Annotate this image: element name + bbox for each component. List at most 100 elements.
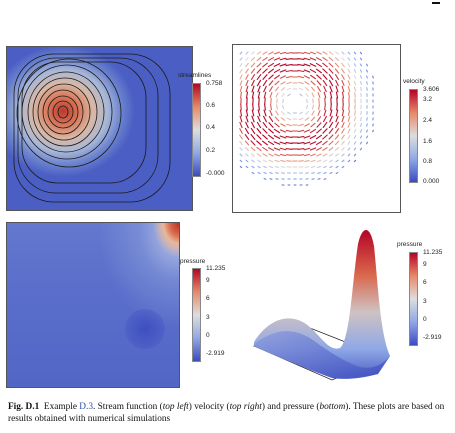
velocity-arrow — [297, 57, 305, 61]
velocity-arrows — [239, 51, 374, 186]
velocity-arrow — [335, 159, 339, 163]
velocity-arrow — [279, 129, 287, 133]
figure-caption: Fig. D.1 Example D.3. Stream function (t… — [8, 401, 448, 425]
figure-label: Fig. D.1 — [8, 402, 40, 412]
velocity-arrow — [359, 63, 363, 67]
velocity-arrow — [304, 86, 310, 92]
velocity-arrow — [285, 57, 293, 61]
velocity-arrow — [341, 165, 345, 169]
velocity-arrow — [245, 153, 249, 157]
velocity-arrow — [244, 133, 250, 141]
velocity-arrow — [328, 68, 334, 74]
velocity-arrow — [250, 146, 256, 152]
velocity-arrow — [279, 75, 287, 79]
velocity-arrow — [297, 141, 305, 145]
velocity-arrow — [322, 128, 328, 134]
velocity-arrow — [256, 73, 262, 81]
velocity-arrow — [256, 62, 262, 68]
velocity-arrow — [297, 135, 305, 139]
velocity-arrow — [335, 91, 339, 99]
velocity-arrow — [268, 159, 274, 163]
velocity-arrow — [316, 153, 322, 157]
velocity-arrow — [257, 171, 261, 175]
velocity-arrow — [316, 165, 322, 169]
velocity-arrow — [274, 86, 280, 92]
velocity-arrow — [299, 93, 303, 97]
streamlines-tick-label: 0.4 — [206, 124, 216, 131]
velocity-arrow — [305, 104, 309, 110]
pressure-3d-tick-label: 6 — [423, 279, 427, 286]
velocity-arrow — [322, 146, 328, 152]
velocity-arrow — [282, 98, 284, 104]
velocity-arrow — [274, 153, 280, 157]
streamlines-tick-label: -0.000 — [206, 170, 225, 177]
velocity-arrow — [275, 92, 279, 98]
example-reference-link[interactable]: D.3 — [79, 402, 93, 412]
velocity-arrow — [280, 81, 286, 85]
velocity-arrow — [263, 177, 267, 181]
velocity-arrow — [328, 56, 334, 62]
velocity-arrow — [360, 110, 362, 116]
velocity-arrow — [316, 122, 322, 128]
velocity-arrow — [285, 75, 293, 79]
pressure-3d-colorbar-title: pressure — [397, 241, 423, 248]
velocity-arrow — [240, 91, 242, 99]
velocity-arrow — [309, 134, 317, 140]
velocity-arrow — [304, 81, 310, 85]
velocity-arrow — [239, 147, 243, 151]
velocity-arrow — [275, 110, 279, 116]
velocity-arrow — [341, 121, 345, 129]
velocity-arrow — [239, 62, 243, 68]
velocity-arrow — [258, 103, 260, 111]
velocity-arrow — [310, 116, 316, 122]
velocity-arrow — [275, 104, 279, 110]
velocity-arrow — [310, 122, 316, 128]
velocity-arrow — [311, 178, 315, 180]
streamlines-plot — [6, 46, 193, 211]
caption-text: ). These plots are based on results obta… — [8, 402, 445, 424]
velocity-arrow — [280, 116, 286, 122]
velocity-arrow — [285, 63, 293, 67]
velocity-arrow — [245, 74, 249, 80]
velocity-arrow — [353, 128, 357, 134]
velocity-arrow — [285, 154, 293, 156]
streamlines-colorbar-title: streamlines — [178, 72, 212, 79]
velocity-arrow — [328, 73, 334, 81]
velocity-arrow — [347, 51, 351, 55]
velocity-arrow — [359, 122, 363, 128]
velocity-arrow — [322, 56, 328, 62]
velocity-arrow — [341, 115, 345, 123]
velocity-arrow — [251, 165, 255, 169]
velocity-arrow — [329, 85, 333, 93]
velocity-arrow — [250, 121, 256, 129]
velocity-arrow — [280, 159, 286, 163]
velocity-arrow — [305, 110, 309, 116]
velocity-arrow — [341, 128, 345, 134]
caption-top-right: top right — [229, 402, 262, 412]
velocity-arrow — [274, 80, 280, 86]
pressure-2d-field — [7, 223, 179, 387]
pressure-2d-tick-label: 6 — [206, 295, 210, 302]
velocity-arrow — [303, 75, 311, 79]
velocity-arrow — [311, 104, 315, 110]
velocity-arrow — [341, 153, 345, 157]
velocity-arrow — [297, 63, 305, 67]
velocity-arrow — [251, 85, 255, 93]
velocity-arrow — [274, 165, 280, 169]
velocity-arrow — [303, 69, 311, 73]
velocity-arrow — [334, 146, 340, 152]
velocity-arrow — [273, 51, 281, 55]
velocity-arrow — [335, 171, 339, 175]
velocity-arrow — [372, 123, 374, 127]
velocity-arrow — [329, 91, 333, 99]
velocity-arrow — [239, 68, 243, 74]
velocity-arrow — [280, 166, 286, 168]
velocity-arrow — [245, 159, 249, 163]
velocity-arrow — [273, 147, 281, 151]
velocity-arrow — [322, 115, 328, 123]
velocity-arrow — [263, 171, 267, 175]
velocity-arrow — [334, 62, 340, 68]
velocity-arrow — [263, 165, 267, 169]
velocity-arrow — [353, 122, 357, 128]
velocity-arrow — [353, 159, 357, 163]
